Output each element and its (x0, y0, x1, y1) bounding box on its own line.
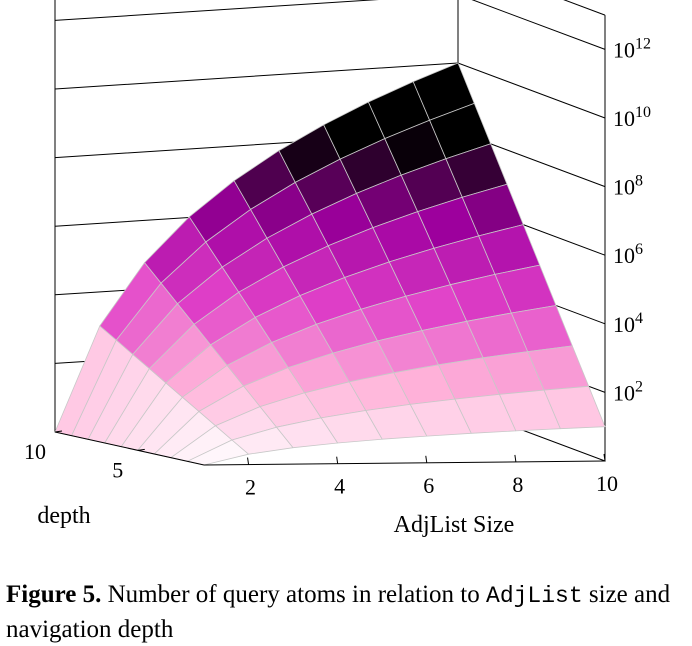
z-tick-label: 1012 (613, 35, 651, 62)
depth-axis-title: depth (37, 503, 90, 529)
z-gridline (54, 62, 606, 119)
x-tick-label: 10 (596, 471, 618, 496)
caption-label: Figure 5. (6, 581, 102, 608)
depth-tick-label: 10 (24, 439, 46, 464)
x-tick-label: 2 (245, 475, 256, 500)
z-gridline (54, 0, 606, 50)
x-tick-mark (425, 455, 428, 463)
depth-tick-mark (137, 448, 145, 451)
caption-text-after: size and navigation depth (6, 581, 671, 643)
x-axis-title: AdjList Size (394, 512, 515, 538)
x-axis-line (203, 460, 606, 466)
surface-chart: 102 104 106 108 1010 1012 2 4 6 8 10 5 10 AdjList Siz… (24, 0, 651, 538)
z-tick-label: 1010 (613, 104, 651, 131)
x-tick-mark (336, 456, 339, 464)
depth-tick-label: 5 (112, 457, 123, 482)
caption-code: AdjList (486, 583, 583, 609)
depth-tick-mark (54, 430, 63, 433)
caption-text-before: Number of query atoms in relation to (101, 581, 487, 608)
x-tick-label: 4 (334, 474, 345, 499)
surface (54, 62, 606, 466)
x-tick-mark (603, 453, 606, 462)
z-tick-label: 106 (613, 241, 643, 268)
depth-axis-line (54, 431, 205, 466)
x-tick-label: 6 (423, 473, 434, 498)
z-tick-label: 102 (613, 378, 643, 405)
axis-labels: 102 104 106 108 1010 1012 2 4 6 8 10 5 10 AdjList Siz… (24, 35, 651, 538)
front-edges (54, 430, 606, 466)
x-tick-mark (514, 454, 517, 462)
right-top-edge (563, 0, 606, 16)
surface-cell (543, 385, 606, 430)
figure-caption: Figure 5. Number of query atoms in relat… (6, 578, 686, 646)
z-tick-label: 104 (613, 310, 643, 337)
x-tick-mark (247, 457, 250, 465)
z-tick-label: 108 (613, 173, 643, 200)
x-tick-label: 8 (512, 472, 523, 497)
